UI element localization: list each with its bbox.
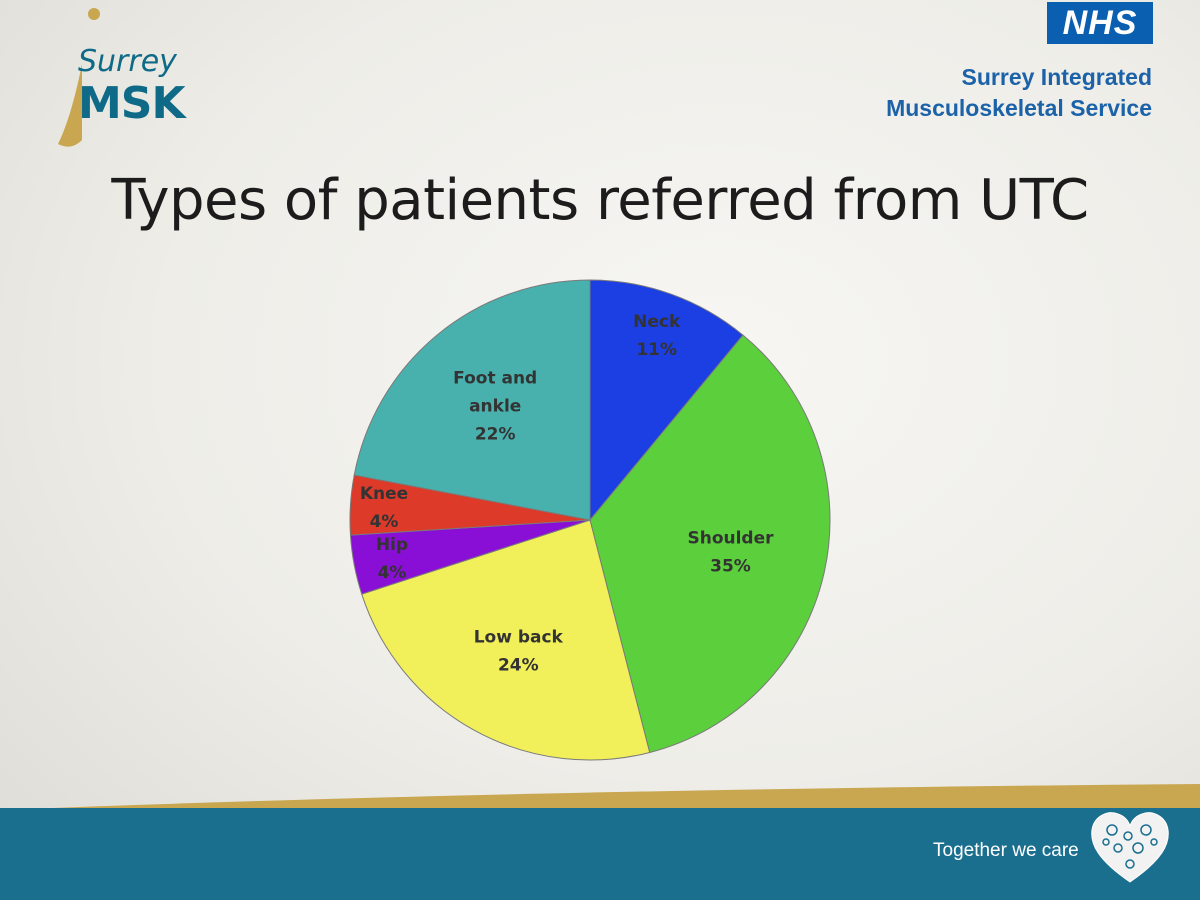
pie-slice-foot-and-ankle	[353, 279, 591, 521]
pie-slice-low-back	[361, 519, 651, 761]
pie-slice-neck	[589, 279, 744, 522]
pie-label-hip: Hip 4%	[376, 535, 408, 583]
pie-label-shoulder: Shoulder 35%	[687, 528, 774, 576]
pie-label-foot-and-ankle: Foot and ankle 22%	[453, 368, 537, 444]
logo-i-stem-icon	[58, 64, 82, 147]
surrey-msk-logo: Surrey MSK	[28, 8, 208, 158]
logo-dot	[88, 8, 100, 20]
pie-label-neck: Neck 11%	[633, 312, 681, 360]
pie-slice-shoulder	[589, 334, 831, 754]
logo-text-msk: MSK	[78, 78, 186, 129]
heart-icon	[1091, 812, 1169, 883]
footer-tagline: Together we care	[933, 840, 1079, 861]
pie-label-low-back: Low back 24%	[474, 627, 564, 675]
org-name-line2: Musculoskeletal Service	[886, 95, 1152, 121]
chart-title: Types of patients referred from UTC	[111, 168, 1089, 233]
pie-label-knee: Knee 4%	[360, 484, 408, 532]
footer-band	[0, 808, 1200, 900]
logo-text-surrey: Surrey	[78, 44, 177, 79]
nhs-badge: NHS	[1047, 2, 1153, 44]
org-name-line1: Surrey Integrated	[961, 64, 1152, 90]
